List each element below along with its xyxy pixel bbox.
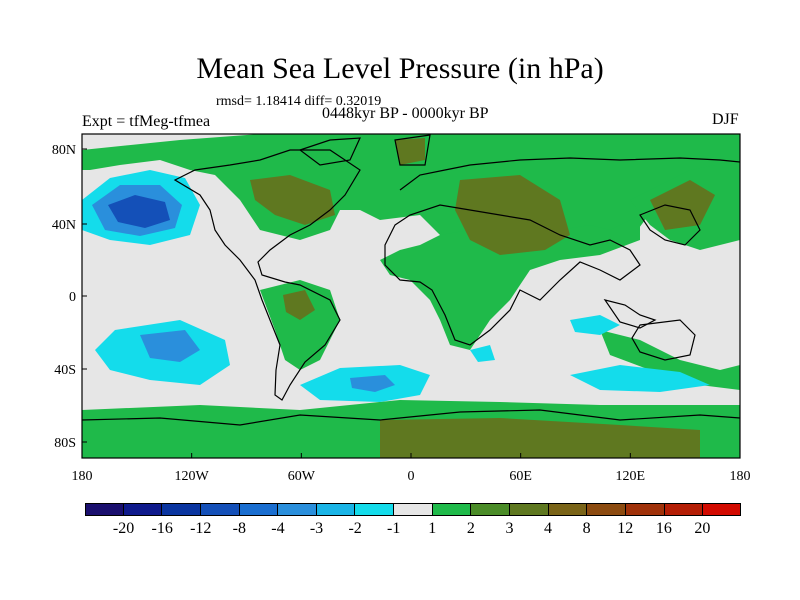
- contour-spacific-low2: [140, 330, 200, 362]
- contour-namerica-high: [250, 175, 335, 225]
- colorbar-segment: [277, 503, 316, 516]
- colorbar-label: 1: [428, 520, 437, 537]
- x-tick-label: 120E: [616, 469, 646, 484]
- y-tick-label: 40S: [54, 363, 76, 378]
- colorbar-label: 8: [582, 520, 591, 537]
- x-tick-label: 120W: [175, 469, 210, 484]
- season-label: DJF: [712, 111, 739, 128]
- x-tick-label: 180: [730, 469, 751, 484]
- colorbar-label: -12: [190, 520, 212, 537]
- colorbar-segment: [85, 503, 123, 516]
- colorbar-segment: [122, 503, 162, 516]
- y-tick-label: 80S: [54, 436, 76, 451]
- colorbar-segment: [586, 503, 625, 516]
- colorbar-label: -1: [387, 520, 401, 537]
- contour-sindian-low: [570, 365, 710, 392]
- y-tick-label: 0: [69, 290, 76, 305]
- contour-greenland-high: [395, 138, 425, 165]
- colorbar-segment: [702, 503, 741, 516]
- map-plot-area: [82, 134, 740, 458]
- colorbar-label: -4: [271, 520, 285, 537]
- colorbar-segment: [624, 503, 664, 516]
- colorbar: [85, 503, 741, 516]
- contour-satlantic-low2: [350, 375, 395, 392]
- x-tick-label: 60W: [288, 469, 316, 484]
- colorbar-segment: [547, 503, 587, 516]
- colorbar-segment: [431, 503, 471, 516]
- colorbar-segment: [238, 503, 278, 516]
- colorbar-label: 16: [655, 520, 672, 537]
- map-title: Mean Sea Level Pressure (in hPa): [196, 52, 604, 85]
- colorbar-label: 20: [694, 520, 711, 537]
- period-label: 0448kyr BP - 0000kyr BP: [322, 105, 489, 122]
- contour-eurasia-high: [455, 175, 570, 255]
- contour-npacific-low3: [108, 195, 170, 228]
- colorbar-label: -20: [112, 520, 135, 537]
- colorbar-segment: [315, 503, 355, 516]
- x-tick-label: 0: [408, 469, 415, 484]
- experiment-label: Expt = tfMeg-tfmea: [82, 113, 211, 130]
- colorbar-segment: [470, 503, 510, 516]
- colorbar-label: -2: [348, 520, 362, 537]
- colorbar-label: 12: [617, 520, 634, 537]
- contour-indian-low: [570, 315, 620, 335]
- y-tick-label: 40N: [52, 218, 76, 233]
- coastlines: [82, 134, 740, 426]
- contour-easia-high: [650, 180, 715, 230]
- contour-africa-low: [470, 345, 495, 362]
- colorbar-segment: [161, 503, 200, 516]
- stats-text: rmsd= 1.18414 diff= 0.32019: [216, 94, 382, 109]
- colorbar-label: -16: [151, 520, 173, 537]
- x-axis: 180 120W 60W 0 60E 120E 180: [72, 453, 751, 484]
- x-tick-label: 180: [72, 469, 93, 484]
- colorbar-labels: -20 -16 -12 -8 -4 -3 -2 -1 1 2 3 4 8 12 16 20: [85, 520, 741, 540]
- contour-spacific-positive: [600, 330, 740, 390]
- colorbar-label: 2: [466, 520, 475, 537]
- colorbar-segment: [354, 503, 394, 516]
- contour-north-positive: [82, 134, 740, 250]
- colorbar-label: 4: [544, 520, 553, 537]
- y-tick-label: 80N: [52, 143, 76, 158]
- contour-antarctic-high: [380, 418, 700, 458]
- y-axis: 80N 40N 0 40S 80S: [52, 143, 87, 451]
- colorbar-segment: [663, 503, 703, 516]
- colorbar-label: -3: [309, 520, 324, 537]
- x-tick-label: 60E: [509, 469, 532, 484]
- colorbar-label: 3: [505, 520, 514, 537]
- contour-samerica-high: [283, 290, 315, 320]
- colorbar-segment: [509, 503, 548, 516]
- contour-samerica-positive: [260, 280, 340, 370]
- colorbar-segment: [393, 503, 432, 516]
- colorbar-segment: [199, 503, 239, 516]
- colorbar-label: -8: [232, 520, 247, 537]
